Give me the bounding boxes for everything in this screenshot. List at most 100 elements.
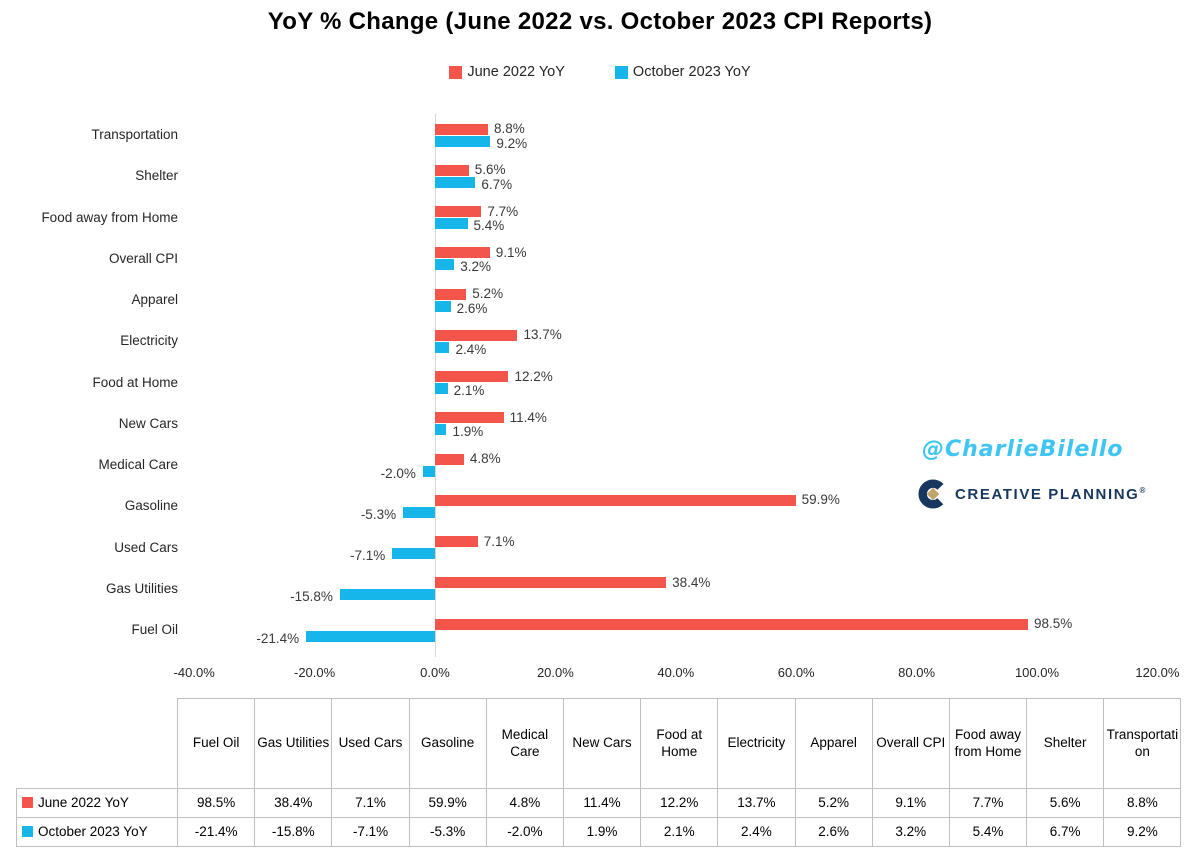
x-axis-tick-label: -40.0% — [173, 665, 215, 680]
bar-value-label: 59.9% — [801, 492, 840, 508]
bar-value-label: 7.1% — [483, 533, 515, 549]
category-label: Fuel Oil — [131, 622, 178, 637]
table-column-header: Overall CPI — [871, 698, 950, 789]
table-column-header: Food away from Home — [948, 698, 1028, 789]
table-cell: 5.2% — [794, 788, 873, 818]
table-row-label: June 2022 YoY — [16, 788, 178, 818]
twitter-handle-watermark: @CharlieBilello — [922, 437, 1124, 462]
bar-june-2022 — [435, 494, 796, 506]
table-cell: 11.4% — [562, 788, 642, 818]
bar-october-2023 — [435, 218, 468, 229]
bar-value-label: 6.7% — [481, 176, 513, 192]
bar-october-2023 — [435, 341, 450, 353]
summary-table: Fuel Oil Gas Utilities Used Cars Gasoline Me… — [16, 698, 1182, 847]
bar-value-label: 4.8% — [469, 451, 501, 466]
bar-value-label: 2.1% — [453, 383, 485, 398]
table-column-header: Medical Care — [485, 698, 564, 789]
x-axis-tick-label: -20.0% — [293, 665, 336, 680]
bar-value-label: -21.4% — [256, 630, 300, 646]
table-cell: 12.2% — [640, 788, 719, 818]
bar-value-label: 38.4% — [672, 574, 711, 590]
table-cell: 6.7% — [1026, 817, 1105, 847]
x-axis-tick-label: 80.0% — [898, 665, 936, 680]
table-cell: 4.8% — [485, 788, 564, 818]
bar-october-2023 — [435, 300, 451, 312]
table-cell: 98.5% — [176, 788, 256, 818]
table-cell: 8.8% — [1103, 788, 1182, 818]
table-column-header: Food at Home — [640, 698, 719, 789]
table-cell: 2.4% — [717, 817, 796, 847]
bar-june-2022 — [435, 247, 490, 259]
chart-title: YoY % Change (June 2022 vs. October 2023… — [267, 8, 933, 35]
creative-planning-logo-icon — [918, 479, 948, 509]
category-label: New Cars — [118, 415, 178, 431]
x-axis-tick-label: 100.0% — [1014, 665, 1060, 680]
table-cell: -21.4% — [176, 817, 256, 847]
table-cell: 1.9% — [562, 817, 642, 847]
october-series-swatch — [614, 65, 628, 79]
june-series-swatch — [22, 796, 33, 808]
table-cell: 9.1% — [871, 788, 950, 818]
bar-october-2023 — [435, 135, 491, 147]
table-row-label: October 2023 YoY — [16, 817, 178, 847]
bar-june-2022 — [435, 371, 509, 382]
bar-value-label: 1.9% — [452, 424, 484, 440]
x-axis-tick-label: 60.0% — [777, 665, 815, 680]
category-label: Overall CPI — [108, 250, 178, 266]
bar-october-2023 — [422, 465, 435, 477]
table-column-header: New Cars — [562, 698, 642, 789]
legend-item-october: October 2023 YoY — [614, 64, 751, 80]
data-table-wrap: Fuel Oil Gas Utilities Used Cars Gasoline Me… — [16, 698, 1182, 847]
bar-june-2022 — [435, 453, 464, 465]
bar-value-label: 7.7% — [487, 203, 519, 219]
registered-mark: ® — [1139, 485, 1147, 495]
bar-june-2022 — [435, 577, 667, 589]
bar-value-label: 2.6% — [456, 300, 488, 316]
bar-value-label: -15.8% — [290, 589, 333, 605]
category-label: Used Cars — [114, 539, 178, 555]
table-cell: 59.9% — [408, 788, 487, 818]
bar-october-2023 — [339, 589, 435, 601]
category-label: Shelter — [135, 168, 178, 184]
bar-october-2023 — [435, 176, 476, 188]
x-axis-tick-label: 40.0% — [657, 665, 695, 680]
bar-value-label: 8.8% — [493, 121, 525, 136]
table-cell: 3.2% — [871, 817, 950, 847]
table-column-header: Gasoline — [408, 698, 487, 789]
bar-value-label: -5.3% — [360, 506, 397, 522]
bar-october-2023 — [306, 630, 435, 642]
bar-october-2023 — [403, 506, 435, 518]
table-cell: 2.6% — [794, 817, 873, 847]
bar-value-label: 3.2% — [460, 259, 492, 275]
table-column-header: Gas Utilities — [254, 698, 333, 789]
category-label: Electricity — [120, 333, 178, 349]
table-corner-blank — [17, 699, 178, 789]
bar-value-label: 9.1% — [495, 244, 527, 260]
table-cell: -7.1% — [331, 817, 410, 847]
legend-item-june: June 2022 YoY — [449, 64, 565, 80]
table-cell: 2.1% — [640, 817, 719, 847]
table-cell: 9.2% — [1103, 817, 1182, 847]
bar-chart: Transportation 8.8% 9.2% Shelter 5.6% 6.7% Foo… — [41, 114, 1180, 680]
category-label: Gasoline — [124, 498, 178, 514]
table-cell: 13.7% — [717, 788, 796, 818]
x-axis-tick-label: 0.0% — [420, 665, 450, 680]
bar-june-2022 — [435, 288, 467, 300]
legend: June 2022 YoY October 2023 YoY — [0, 64, 1200, 80]
x-axis-tick-label: 120.0% — [1135, 665, 1180, 680]
table-cell: -5.3% — [408, 817, 487, 847]
bar-value-label: 2.4% — [455, 341, 487, 357]
bar-october-2023 — [435, 259, 455, 271]
bar-value-label: -2.0% — [380, 465, 416, 481]
table-cell: -15.8% — [254, 817, 333, 847]
bar-october-2023 — [392, 548, 435, 559]
bar-june-2022 — [435, 536, 478, 547]
table-column-header: Electricity — [717, 698, 796, 789]
legend-label-october: October 2023 YoY — [632, 64, 751, 80]
table-column-header: Shelter — [1026, 698, 1105, 789]
bar-value-label: 5.4% — [473, 218, 505, 233]
table-column-header: Apparel — [794, 698, 873, 789]
category-label: Food at Home — [92, 374, 178, 390]
brand-watermark: CREATIVE PLANNING® — [918, 479, 1147, 509]
